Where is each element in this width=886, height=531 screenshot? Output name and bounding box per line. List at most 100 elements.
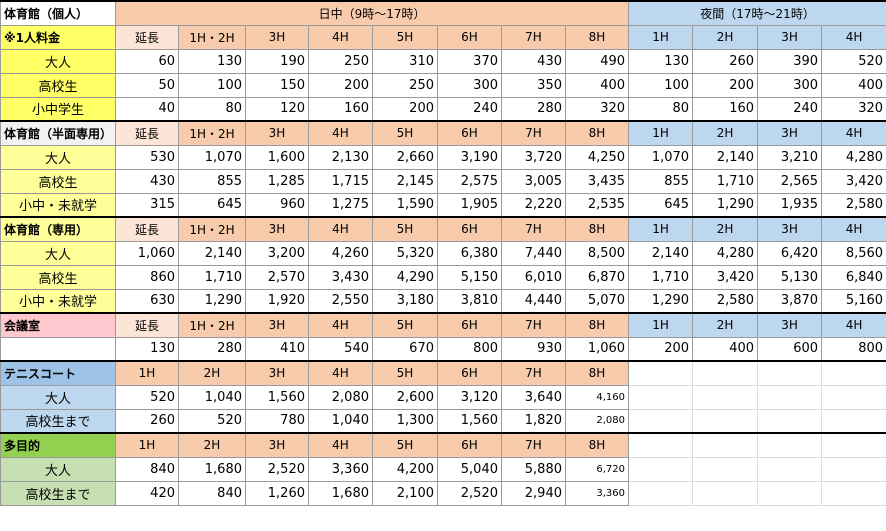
section-title: テニスコート [0,360,116,386]
fee-value: 2,140 [628,240,694,266]
fee-value: 600 [757,336,823,362]
fee-value: 350 [501,72,566,98]
row: 大人 60 130 190 250 310 370 430 490 130 260 390 520 [0,48,886,74]
fee-value: 3,810 [437,288,502,314]
fee-value: 240 [757,96,823,122]
fee-value: 2,130 [308,144,373,170]
fee-value: 1,935 [757,192,823,218]
fee-value: 80 [178,96,246,122]
fee-value: 860 [115,264,179,290]
empty-cell [628,384,694,410]
fee-value: 6,870 [564,264,630,290]
column-header: 延長 [115,312,179,338]
fee-value: 250 [308,48,373,74]
fee-value: 3,720 [501,144,566,170]
fee-value: 520 [115,384,179,410]
column-header: 6H [437,312,502,338]
empty-cell [757,432,823,458]
fee-value: 430 [501,48,566,74]
empty-cell [692,432,759,458]
fee-value: 1,560 [437,408,502,434]
fee-value: 645 [178,192,246,218]
fee-value: 1,040 [178,384,246,410]
column-header: 1H [628,24,694,50]
fee-value: 190 [245,48,309,74]
fee-value: 390 [757,48,823,74]
fee-value: 100 [628,72,694,98]
empty-cell [821,456,886,482]
empty-cell [628,480,694,506]
column-header: 5H [372,432,438,458]
empty-cell [757,456,823,482]
fee-value: 530 [115,144,179,170]
fee-value: 310 [372,48,438,74]
row-label: 大人 [0,384,116,410]
fee-value: 3,420 [692,264,759,290]
fee-value: 1,710 [628,264,694,290]
empty-cell [757,384,823,410]
fee-value: 490 [564,48,630,74]
column-header: 2H [692,216,759,242]
fee-value: 4,290 [372,264,438,290]
fee-value: 1,710 [178,264,246,290]
row: 大人 530 1,070 1,600 2,130 2,660 3,190 3,720 4,250… [0,144,886,170]
column-header: 6H [437,432,502,458]
row: 高校生まで 260 520 780 1,040 1,300 1,560 1,820 2,080 [0,408,886,434]
column-header: 7H [501,216,566,242]
fee-value: 4,200 [372,456,438,482]
fee-value: 840 [178,480,246,506]
column-header: 3H [757,120,823,146]
column-header: 1H [628,216,694,242]
fee-value: 4,280 [692,240,759,266]
empty-cell [757,360,823,386]
row-label: 大人 [0,48,116,74]
row-label: 小中学生 [0,96,116,122]
fee-value: 1,060 [564,336,630,362]
fee-value: 2,660 [372,144,438,170]
fee-value: 2,535 [564,192,630,218]
column-header: 2H [692,120,759,146]
fee-value: 520 [821,48,886,74]
column-header: 7H [501,432,566,458]
column-header: 延長 [115,24,179,50]
empty-cell [628,456,694,482]
fee-value: 645 [628,192,694,218]
fee-value: 855 [628,168,694,194]
fee-value: 2,600 [372,384,438,410]
section-title: 会議室 [0,312,116,338]
fee-value: 2,550 [308,288,373,314]
fee-value: 80 [628,96,694,122]
fee-value: 50 [115,72,179,98]
row: 小中・未就学 315 645 960 1,275 1,590 1,905 2,220 2,535… [0,192,886,218]
fee-value: 1,300 [372,408,438,434]
fee-value: 3,120 [437,384,502,410]
empty-cell [628,408,694,434]
section-title: 体育館（半面専用） [0,120,116,146]
fee-value: 130 [628,48,694,74]
fee-value: 2,565 [757,168,823,194]
fee-value: 6,420 [757,240,823,266]
fee-value: 2,575 [437,168,502,194]
column-header: 1H・2H [178,312,246,338]
row: ※1人料金 延長 1H・2H 3H 4H 5H 6H 7H 8H 1H 2H 3H 4H [0,24,886,50]
fee-value: 5,320 [372,240,438,266]
column-header: 延長 [115,120,179,146]
fee-value: 260 [115,408,179,434]
fee-value: 260 [692,48,759,74]
column-header: 3H [245,120,309,146]
fee-value: 3,360 [564,480,630,506]
column-header: 4H [821,24,886,50]
row: テニスコート 1H 2H 3H 4H 5H 6H 7H 8H [0,360,886,386]
fee-value: 1,590 [372,192,438,218]
fee-value: 1,905 [437,192,502,218]
fee-value: 130 [115,336,179,362]
fee-value: 370 [437,48,502,74]
fee-value: 400 [564,72,630,98]
fee-value: 3,870 [757,288,823,314]
row-label: 高校生 [0,264,116,290]
fee-value: 5,150 [437,264,502,290]
row-label: 大人 [0,240,116,266]
fee-value: 1,060 [115,240,179,266]
fee-value: 5,070 [564,288,630,314]
